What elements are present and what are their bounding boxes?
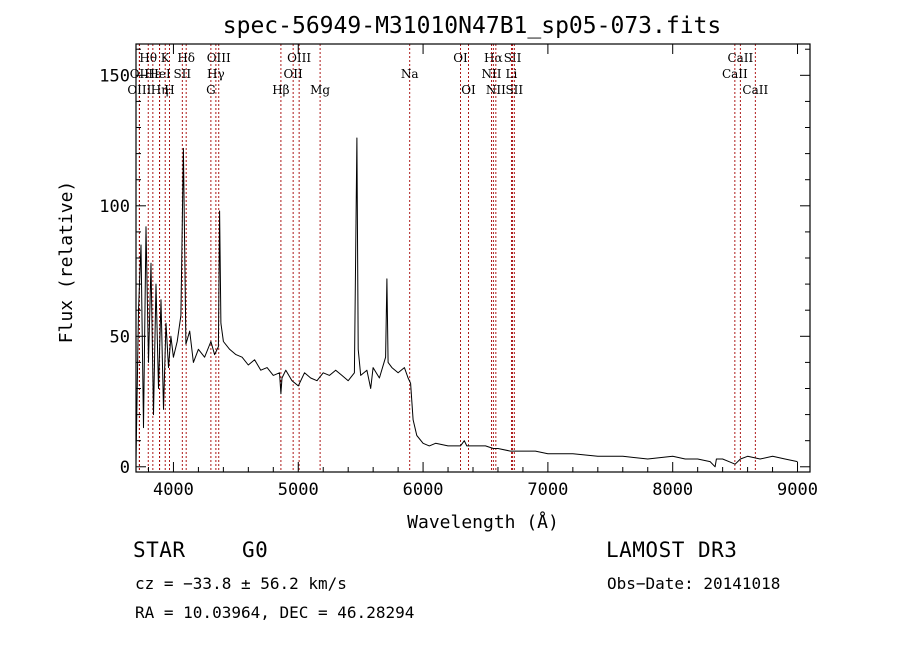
y-tick-label-100: 100 [99,197,130,217]
line-label-17: Li [506,67,518,81]
obs-date: Obs−Date: 20141018 [607,574,781,593]
line-label-12: SII [173,67,191,81]
x-tick-label-6000: 6000 [403,480,444,500]
line-label-3: OIII [207,51,231,65]
line-label-18: CaII [722,67,748,81]
line-label-4: OIII [287,51,311,65]
spectrum-line [135,137,798,468]
line-label-23: Hβ [272,83,289,97]
line-label-27: SII [505,83,523,97]
y-tick-label-0: 0 [120,458,130,478]
line-label-14: OII [283,67,303,81]
spectrum-series [135,137,798,468]
x-axis-ticks: 4000 5000 6000 7000 8000 9000 [147,44,818,500]
y-tick-label-50: 50 [110,327,130,347]
line-label-19: OIII [127,83,151,97]
line-label-16: NII [481,67,501,81]
redshift-info: cz = −33.8 ± 56.2 km/s [135,574,347,593]
line-label-24: Mg [310,83,330,97]
line-label-6: Hα [484,51,503,65]
x-tick-label-8000: 8000 [652,480,693,500]
line-label-22: G [206,83,216,97]
x-tick-label-4000: 4000 [153,480,194,500]
line-label-7: SII [504,51,522,65]
line-label-13: Hγ [207,67,225,81]
line-label-0: Hθ [139,51,157,65]
line-label-2: Hδ [177,51,195,65]
line-label-1: K [161,51,171,65]
survey-name: LAMOST DR3 [606,538,738,562]
object-subclass: G0 [242,538,269,562]
y-tick-label-150: 150 [99,66,130,86]
y-axis-ticks: 0 50 100 150 [99,48,810,478]
line-label-28: CaII [742,83,768,97]
x-axis-label: Wavelength (Å) [407,511,559,533]
x-tick-label-5000: 5000 [278,480,319,500]
x-tick-label-9000: 9000 [777,480,818,500]
line-label-25: OI [461,83,476,97]
x-tick-label-7000: 7000 [527,480,568,500]
line-label-10: Hε [145,67,162,81]
line-label-15: Na [401,67,419,81]
chart-title: spec-56949-M31010N47B1_sp05-073.fits [223,13,722,39]
plot-frame [135,43,811,473]
line-label-5: OI [453,51,468,65]
coordinates: RA = 10.03964, DEC = 46.28294 [135,603,415,622]
line-label-26: NII [486,83,506,97]
object-type: STAR [133,538,186,562]
y-axis-label: Flux (relative) [56,181,77,344]
line-label-8: CaII [727,51,753,65]
line-label-21: H [164,83,174,97]
line-label-20: Hη [151,83,169,97]
